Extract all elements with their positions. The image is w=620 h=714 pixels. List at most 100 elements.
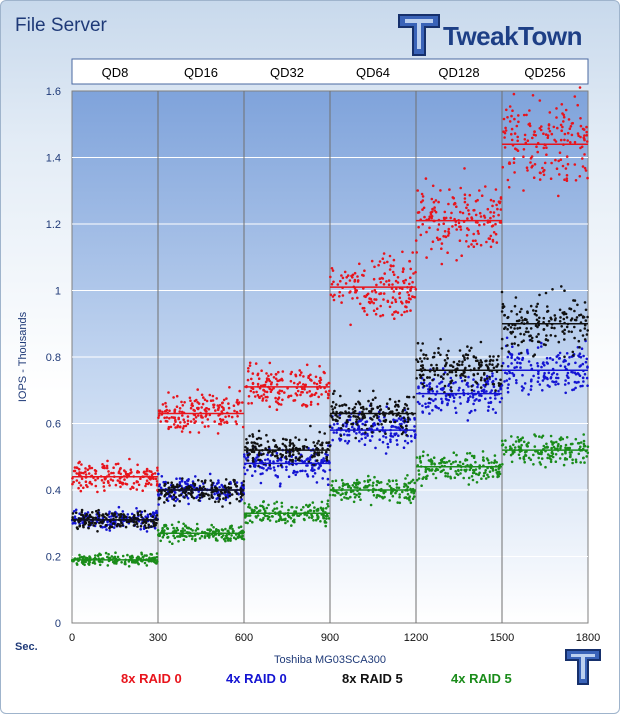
data-point: [493, 454, 497, 457]
data-point: [506, 355, 510, 359]
data-point: [198, 537, 202, 540]
data-point: [316, 507, 320, 511]
data-point: [489, 401, 493, 405]
data-point: [406, 485, 410, 489]
data-point: [340, 498, 343, 502]
data-point: [107, 470, 110, 473]
data-point: [489, 210, 492, 214]
data-point: [156, 466, 159, 470]
data-point: [90, 482, 93, 486]
data-point: [558, 320, 562, 323]
data-point: [557, 159, 560, 163]
data-point: [160, 492, 163, 495]
data-point: [74, 511, 78, 514]
data-point: [414, 433, 417, 436]
data-point: [265, 468, 269, 472]
data-point: [409, 267, 413, 271]
data-point: [450, 211, 453, 215]
data-point: [428, 401, 432, 405]
data-point: [566, 162, 570, 166]
data-point: [284, 455, 288, 458]
data-point: [510, 310, 513, 313]
data-point: [573, 140, 577, 144]
data-point: [486, 409, 490, 412]
data-point: [571, 121, 574, 125]
data-point: [529, 327, 533, 330]
data-point: [585, 455, 588, 458]
data-point: [533, 130, 536, 133]
data-point: [180, 430, 184, 433]
data-point: [244, 445, 247, 449]
data-point: [397, 417, 401, 420]
data-point: [237, 526, 241, 529]
data-point: [427, 459, 431, 462]
data-point: [132, 520, 136, 524]
data-point: [103, 515, 106, 519]
data-point: [184, 524, 187, 527]
data-point: [571, 442, 574, 446]
data-point: [108, 484, 111, 487]
data-point: [424, 353, 428, 357]
data-point: [163, 501, 166, 504]
data-point: [477, 366, 481, 370]
data-point: [72, 510, 76, 513]
data-point: [460, 379, 464, 383]
data-point: [542, 321, 545, 324]
data-point: [517, 343, 520, 347]
data-point: [547, 127, 551, 130]
data-point: [201, 402, 205, 406]
data-point: [458, 239, 462, 242]
data-point: [248, 364, 252, 367]
data-point: [510, 127, 514, 131]
data-point: [113, 556, 117, 560]
data-point: [239, 525, 243, 528]
data-point: [203, 481, 207, 484]
data-point: [516, 139, 519, 143]
data-point: [189, 527, 193, 531]
data-point: [207, 425, 210, 428]
data-point: [517, 453, 521, 457]
data-point: [488, 355, 492, 358]
data-point: [312, 509, 316, 513]
data-point: [469, 395, 472, 398]
data-point: [518, 361, 522, 365]
data-point: [233, 409, 236, 413]
data-point: [583, 134, 586, 137]
data-point: [221, 485, 225, 489]
data-point: [372, 301, 376, 305]
data-point: [406, 291, 409, 294]
data-point: [507, 186, 511, 189]
data-point: [472, 389, 476, 393]
data-point: [321, 507, 325, 511]
data-point: [404, 477, 407, 480]
data-point: [550, 161, 553, 165]
data-point: [419, 461, 423, 464]
data-point: [382, 252, 386, 255]
data-point: [387, 279, 391, 282]
data-point: [551, 452, 555, 456]
data-point: [373, 265, 376, 269]
data-point: [149, 552, 152, 556]
data-point: [155, 521, 158, 525]
data-point: [549, 376, 553, 380]
data-point: [459, 225, 462, 228]
data-point: [545, 146, 548, 149]
data-point: [184, 424, 188, 428]
data-point: [88, 464, 91, 468]
data-point: [139, 477, 142, 481]
data-point: [504, 126, 507, 130]
data-point: [122, 516, 126, 519]
data-point: [550, 373, 554, 376]
data-point: [515, 124, 519, 128]
data-point: [293, 510, 296, 513]
data-point: [180, 480, 184, 483]
data-point: [513, 358, 517, 362]
data-point: [488, 363, 492, 366]
data-point: [528, 109, 531, 112]
data-point: [215, 528, 218, 531]
data-point: [100, 520, 104, 524]
data-point: [557, 194, 560, 198]
data-point: [563, 132, 567, 136]
data-point: [556, 376, 560, 380]
data-point: [461, 462, 465, 466]
